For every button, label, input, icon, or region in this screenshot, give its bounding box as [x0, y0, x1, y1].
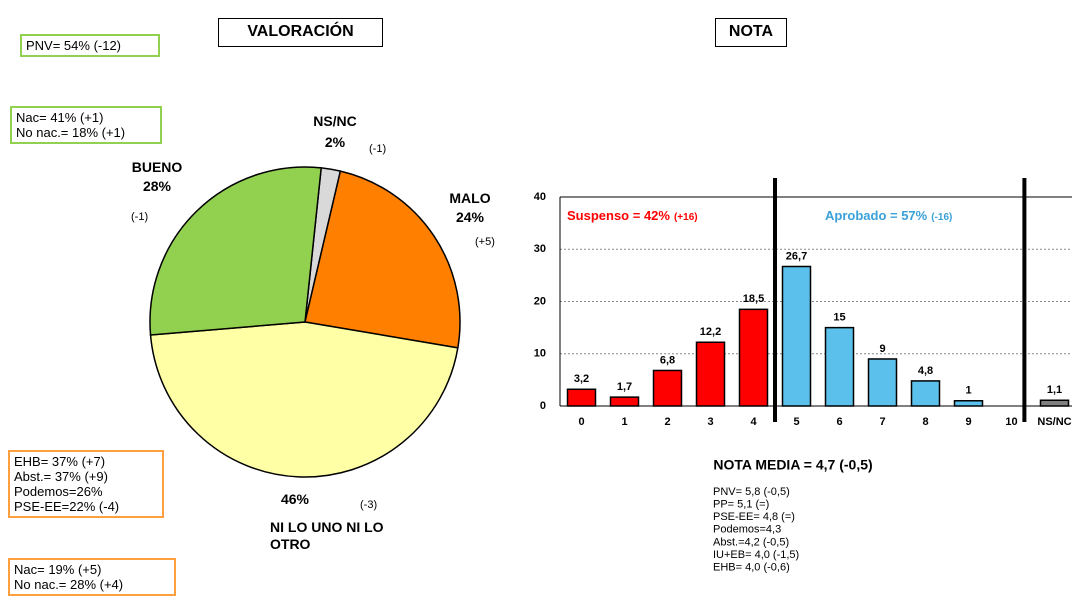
pie-slice — [149, 166, 323, 336]
x-tick-label: 4 — [750, 416, 757, 428]
x-tick-label: 10 — [1005, 416, 1017, 428]
y-tick-label: 20 — [534, 295, 546, 307]
bar-value-label: 15 — [833, 312, 845, 324]
note-line: No nac.= 28% (+4) — [14, 577, 124, 592]
x-tick-label: 5 — [793, 416, 799, 428]
bar-title: NOTA — [715, 18, 787, 47]
pie-title: VALORACIÓN — [218, 18, 383, 47]
party-note: IU+EB= 4,0 (-1,5) — [713, 549, 799, 561]
slice-value-label: 24% — [455, 209, 485, 225]
slice-label: NI LO UNO NI LO OTRO — [270, 519, 384, 552]
bar — [695, 341, 726, 407]
note-box: Nac= 19% (+5) No nac.= 28% (+4) — [8, 558, 176, 596]
group-label: Suspenso = 42% (+16) — [567, 208, 698, 223]
mean-label: NOTA MEDIA = 4,7 (-0,5) — [713, 457, 872, 473]
pie-slice — [304, 170, 461, 349]
party-note: PSE-EE= 4,8 (=) — [713, 511, 795, 523]
x-tick-label: 9 — [965, 416, 971, 428]
slice-label: MALO — [449, 190, 491, 206]
note-line: Abst.= 37% (+9) — [14, 469, 108, 484]
y-tick-label: 40 — [534, 191, 546, 203]
y-tick-label: 0 — [540, 400, 546, 412]
slice-change: (-1) — [131, 211, 149, 223]
slice-change: (+5) — [475, 236, 495, 248]
bar-value-label: 6,8 — [660, 354, 675, 366]
group-label: Aprobado = 57% (-16) — [825, 208, 952, 223]
slice-label: BUENO — [131, 159, 183, 175]
note-line: No nac.= 18% (+1) — [16, 125, 126, 140]
bar-value-label: 12,2 — [700, 326, 721, 338]
note-box: PNV= 54% (-12) — [20, 34, 160, 57]
y-tick-label: 10 — [534, 348, 546, 360]
party-note: PP= 5,1 (=) — [713, 499, 769, 511]
x-tick-label: 8 — [922, 416, 928, 428]
y-tick-label: 30 — [534, 243, 546, 255]
note-box: EHB= 37% (+7) Abst.= 37% (+9) Podemos=26% P… — [8, 450, 164, 518]
note-line: Nac= 19% (+5) — [14, 562, 102, 577]
group-share: Aprobado = 57% — [825, 208, 928, 223]
x-tick-label: 3 — [707, 416, 713, 428]
x-tick-label: 7 — [879, 416, 885, 428]
x-tick-label: 0 — [578, 416, 584, 428]
note-line: Podemos=26% — [14, 484, 103, 499]
group-share: Suspenso = 42% — [567, 208, 670, 223]
bar-value-label: 9 — [879, 343, 885, 355]
slice-value-label: 2% — [324, 134, 346, 150]
x-tick-label: 1 — [621, 416, 627, 428]
slice-value-label: 46% — [280, 491, 310, 507]
x-tick-label: 2 — [664, 416, 670, 428]
party-note: Abst.=4,2 (-0,5) — [713, 536, 789, 548]
bar — [652, 369, 683, 407]
slice-label: NS/NC — [313, 113, 357, 129]
bar-value-label: 1,1 — [1047, 384, 1062, 396]
slice-value-label: 28% — [142, 178, 172, 194]
note-line: EHB= 37% (+7) — [14, 454, 106, 469]
bar — [781, 265, 812, 407]
note-line: Nac= 41% (+1) — [16, 110, 104, 125]
party-note: EHB= 4,0 (-0,6) — [713, 562, 790, 574]
note-line: PSE-EE=22% (-4) — [14, 499, 120, 514]
bar-value-label: 1 — [965, 385, 971, 397]
pie-slice — [149, 321, 459, 478]
group-change: (-16) — [931, 212, 952, 223]
group-change: (+16) — [674, 212, 698, 223]
slice-change: (-3) — [360, 499, 378, 511]
bar — [738, 308, 769, 407]
bar — [1039, 399, 1070, 407]
bar — [609, 396, 640, 407]
party-note: Podemos=4,3 — [713, 524, 781, 536]
party-note: PNV= 5,8 (-0,5) — [713, 486, 790, 498]
bar-value-label: 1,7 — [617, 381, 632, 393]
bar-value-label: 4,8 — [918, 365, 933, 377]
x-tick-label: 6 — [836, 416, 842, 428]
slice-change: (-1) — [369, 143, 387, 155]
bar — [566, 388, 597, 407]
bar — [867, 358, 898, 407]
bar-value-label: 18,5 — [743, 293, 764, 305]
bar-value-label: 26,7 — [786, 250, 807, 262]
bar — [953, 400, 984, 407]
bar — [824, 326, 855, 407]
note-box: Nac= 41% (+1) No nac.= 18% (+1) — [10, 106, 162, 144]
x-tick-label: NS/NC — [1037, 416, 1071, 428]
note-line: PNV= 54% (-12) — [26, 38, 122, 53]
bar-value-label: 3,2 — [574, 373, 589, 385]
bar — [910, 380, 941, 407]
